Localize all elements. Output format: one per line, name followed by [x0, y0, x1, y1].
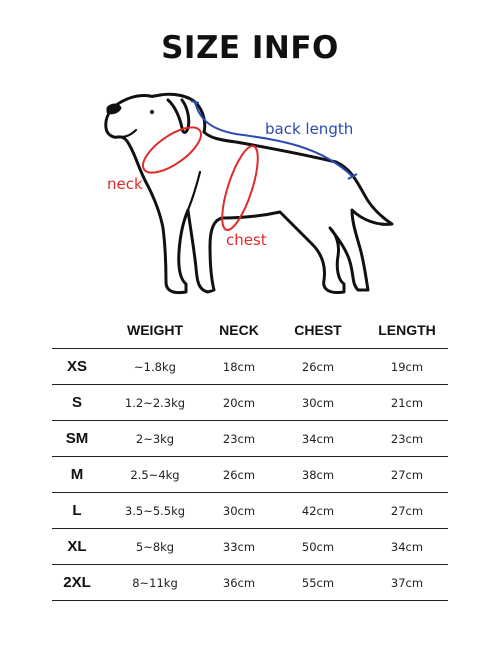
chest-label: chest: [226, 231, 267, 249]
length-cell: 21cm: [366, 384, 448, 421]
size-cell: XS: [52, 348, 102, 385]
neck-marker: [142, 126, 202, 174]
chest-cell: 38cm: [270, 456, 366, 493]
header-weight: WEIGHT: [102, 312, 208, 349]
chest-cell: 34cm: [270, 420, 366, 457]
neck-cell: 26cm: [208, 456, 270, 493]
dog-measurement-diagram: back length neck chest: [104, 92, 394, 295]
page-title: SIZE INFO: [161, 30, 339, 66]
size-cell: 2XL: [52, 564, 102, 601]
weight-cell: 3.5~5.5kg: [102, 492, 208, 529]
length-cell: 34cm: [366, 528, 448, 565]
header-neck: NECK: [208, 312, 270, 349]
length-cell: 37cm: [366, 564, 448, 601]
header-chest: CHEST: [270, 312, 366, 349]
table-row: XL 5~8kg 33cm 50cm 34cm: [52, 528, 448, 565]
table-row: M 2.5~4kg 26cm 38cm 27cm: [52, 456, 448, 493]
chest-cell: 50cm: [270, 528, 366, 565]
size-chart-table: WEIGHT NECK CHEST LENGTH XS ~1.8kg 18cm …: [52, 312, 448, 601]
weight-cell: 8~11kg: [102, 564, 208, 601]
neck-cell: 36cm: [208, 564, 270, 601]
size-cell: XL: [52, 528, 102, 565]
table-row: XS ~1.8kg 18cm 26cm 19cm: [52, 348, 448, 385]
neck-cell: 18cm: [208, 348, 270, 385]
weight-cell: 2~3kg: [102, 420, 208, 457]
neck-cell: 23cm: [208, 420, 270, 457]
size-cell: S: [52, 384, 102, 421]
size-cell: L: [52, 492, 102, 529]
length-cell: 27cm: [366, 492, 448, 529]
length-cell: 27cm: [366, 456, 448, 493]
table-header-row: WEIGHT NECK CHEST LENGTH: [52, 312, 448, 349]
size-cell: M: [52, 456, 102, 493]
chest-cell: 55cm: [270, 564, 366, 601]
length-cell: 19cm: [366, 348, 448, 385]
header-length: LENGTH: [366, 312, 448, 349]
weight-cell: ~1.8kg: [102, 348, 208, 385]
size-cell: SM: [52, 420, 102, 457]
table-row: L 3.5~5.5kg 30cm 42cm 27cm: [52, 492, 448, 529]
neck-cell: 33cm: [208, 528, 270, 565]
back-length-label: back length: [265, 120, 353, 138]
weight-cell: 1.2~2.3kg: [102, 384, 208, 421]
neck-cell: 30cm: [208, 492, 270, 529]
neck-cell: 20cm: [208, 384, 270, 421]
chest-marker: [221, 144, 259, 232]
neck-label: neck: [107, 175, 143, 193]
chest-cell: 26cm: [270, 348, 366, 385]
table-row: SM 2~3kg 23cm 34cm 23cm: [52, 420, 448, 457]
chest-cell: 30cm: [270, 384, 366, 421]
weight-cell: 2.5~4kg: [102, 456, 208, 493]
weight-cell: 5~8kg: [102, 528, 208, 565]
back-length-marker: [190, 100, 358, 180]
length-cell: 23cm: [366, 420, 448, 457]
table-row: 2XL 8~11kg 36cm 55cm 37cm: [52, 564, 448, 601]
chest-cell: 42cm: [270, 492, 366, 529]
header-size: [52, 312, 102, 349]
table-row: S 1.2~2.3kg 20cm 30cm 21cm: [52, 384, 448, 421]
